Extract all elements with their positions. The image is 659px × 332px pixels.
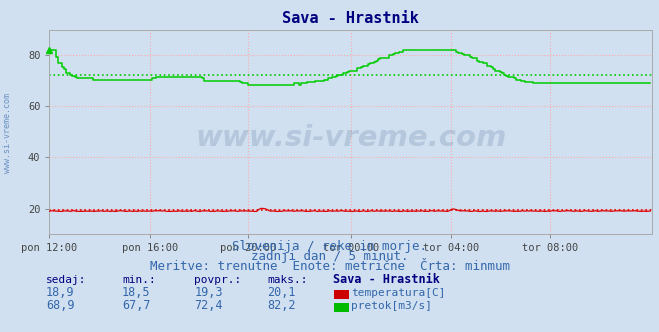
Text: 18,5: 18,5 <box>122 286 150 299</box>
Text: 68,9: 68,9 <box>46 299 74 312</box>
Text: www.si-vreme.com: www.si-vreme.com <box>195 124 507 152</box>
Text: min.:: min.: <box>122 275 156 285</box>
Text: Sava - Hrastnik: Sava - Hrastnik <box>333 273 440 286</box>
Text: 67,7: 67,7 <box>122 299 150 312</box>
Text: zadnji dan / 5 minut.: zadnji dan / 5 minut. <box>251 250 408 263</box>
Text: 82,2: 82,2 <box>267 299 295 312</box>
Text: 19,3: 19,3 <box>194 286 223 299</box>
Text: www.si-vreme.com: www.si-vreme.com <box>3 93 13 173</box>
Text: Meritve: trenutne  Enote: metrične  Črta: minmum: Meritve: trenutne Enote: metrične Črta: … <box>150 260 509 273</box>
Title: Sava - Hrastnik: Sava - Hrastnik <box>283 11 419 26</box>
Text: Slovenija / reke in morje.: Slovenija / reke in morje. <box>232 240 427 253</box>
Text: maks.:: maks.: <box>267 275 307 285</box>
Text: sedaj:: sedaj: <box>46 275 86 285</box>
Text: 18,9: 18,9 <box>46 286 74 299</box>
Text: temperatura[C]: temperatura[C] <box>351 288 445 298</box>
Text: pretok[m3/s]: pretok[m3/s] <box>351 301 432 311</box>
Text: povpr.:: povpr.: <box>194 275 242 285</box>
Text: 20,1: 20,1 <box>267 286 295 299</box>
Text: 72,4: 72,4 <box>194 299 223 312</box>
